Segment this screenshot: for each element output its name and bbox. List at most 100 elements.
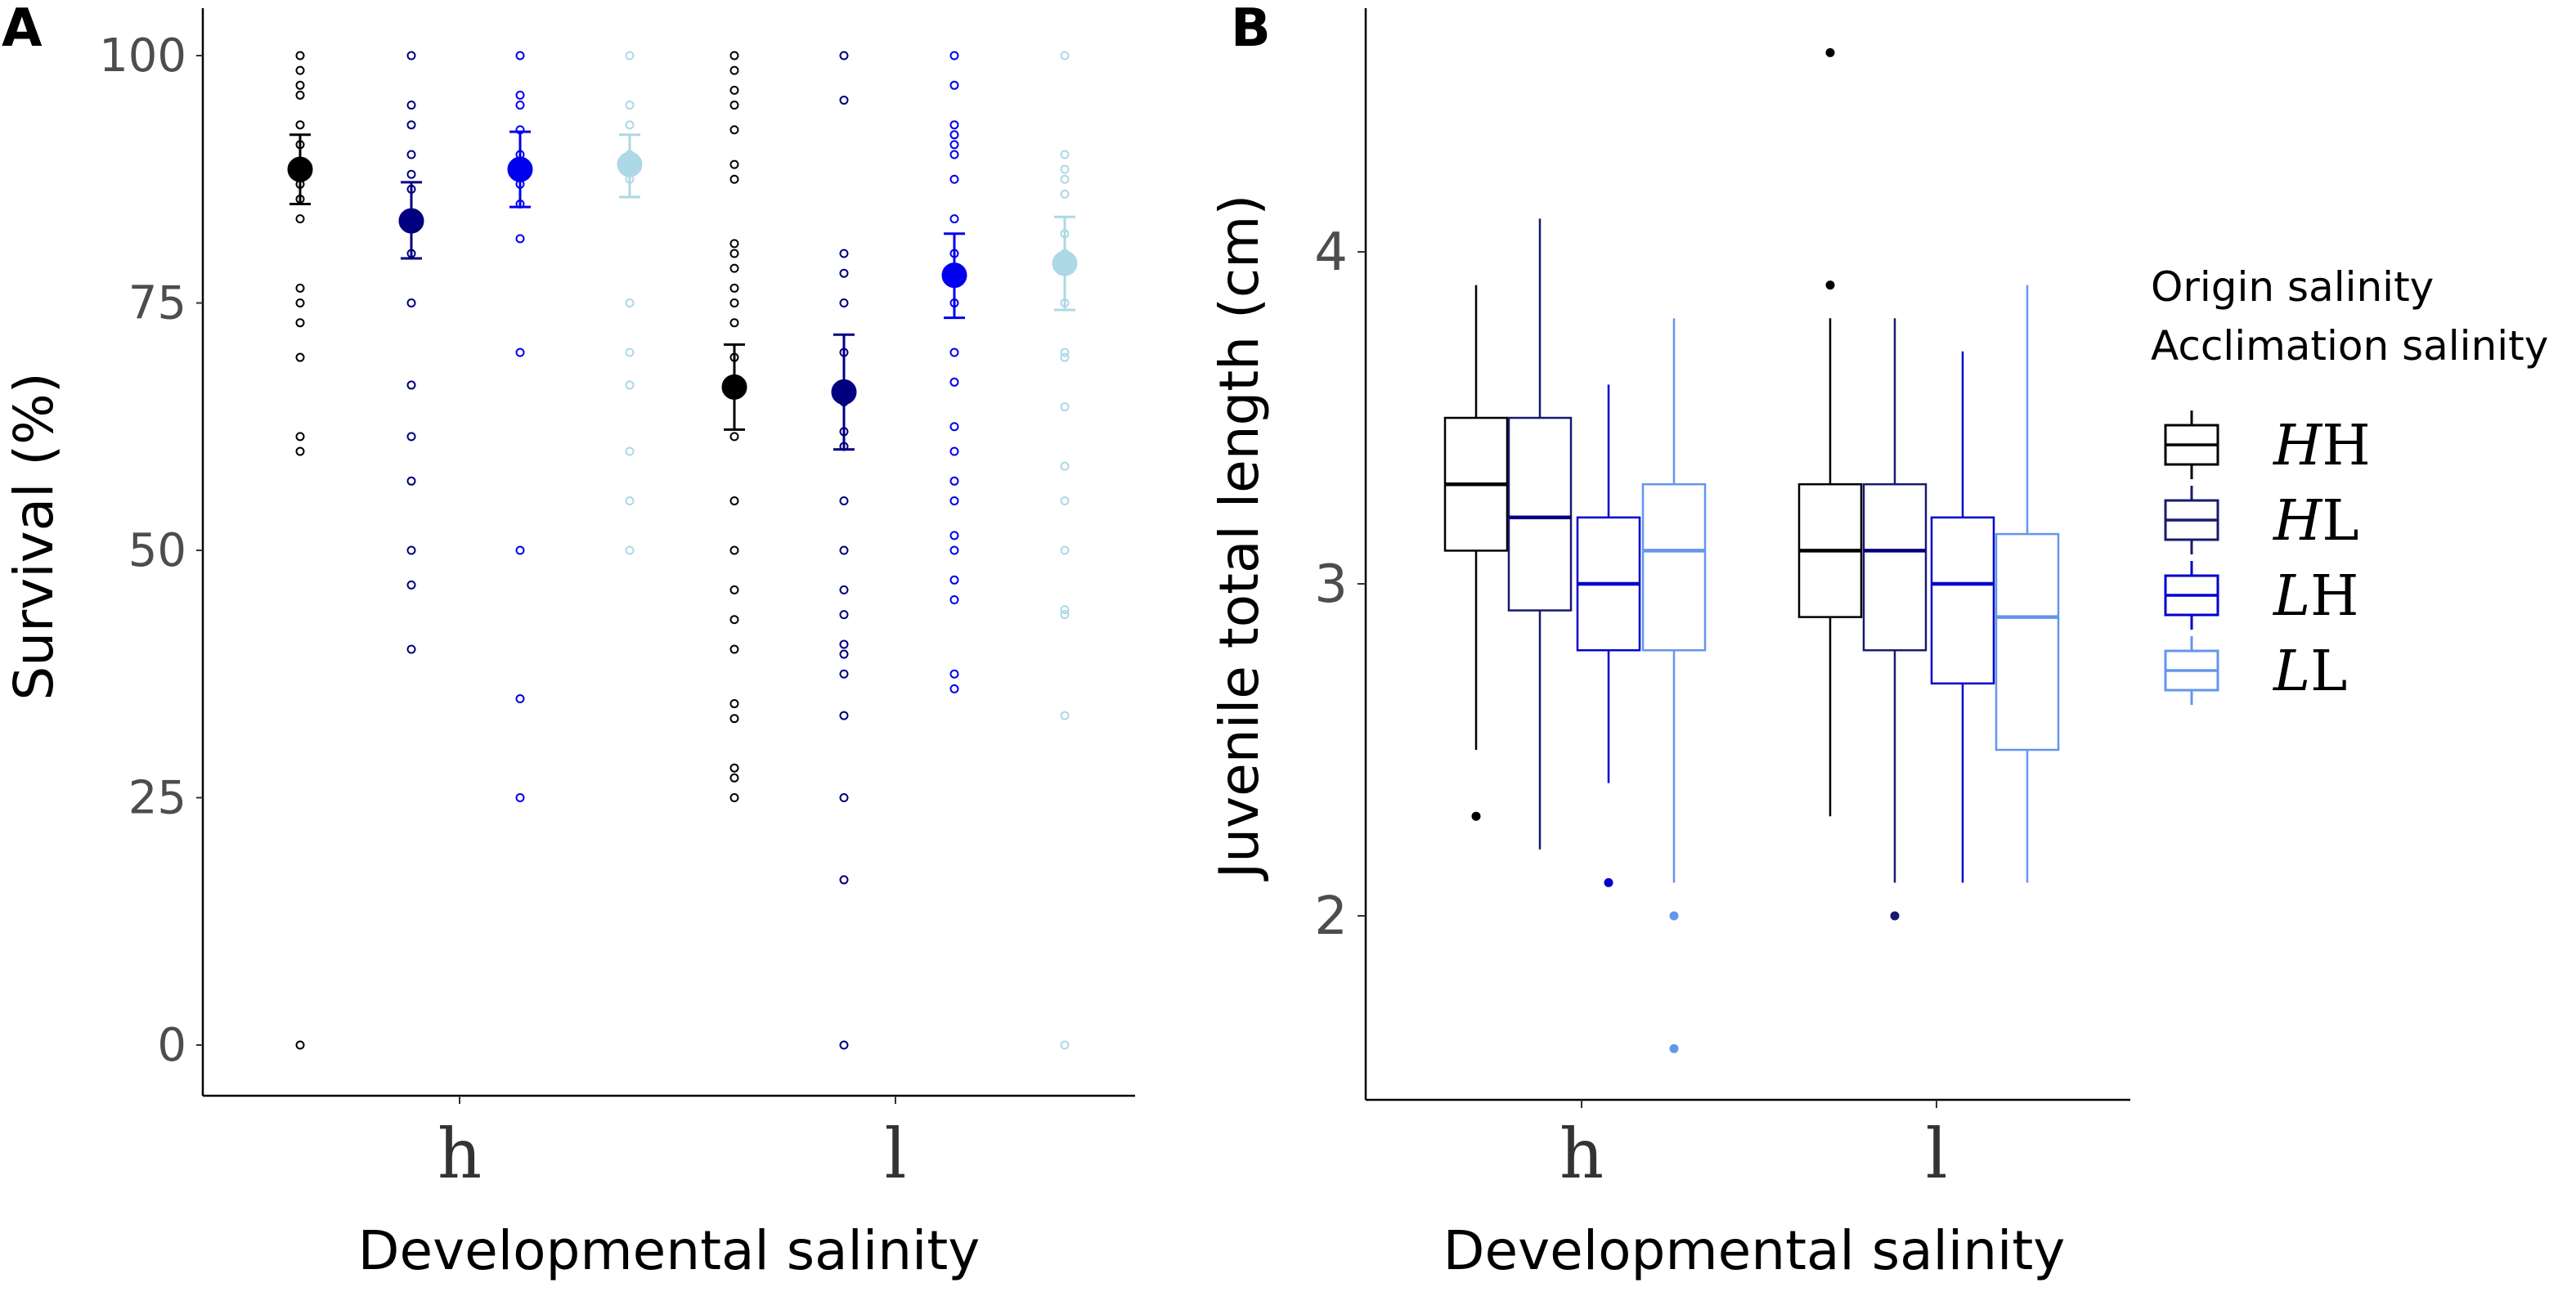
panel-b-x-axis-title: Developmental salinity	[1443, 1219, 2066, 1282]
panel-a-raw-point	[729, 159, 739, 169]
panel-a-raw-point	[515, 793, 525, 802]
panel-a-raw-point	[625, 101, 635, 110]
panel-a-raw-point	[949, 531, 959, 541]
panel-a-raw-point	[839, 1040, 849, 1050]
panel-a-raw-point	[839, 610, 849, 620]
panel-b-outlier-point	[1825, 280, 1835, 290]
panel-a-raw-point	[839, 649, 849, 659]
panel-a-raw-point	[729, 174, 739, 184]
panel-a-mean-point	[721, 374, 747, 400]
panel-a-raw-point	[729, 298, 739, 307]
legend-key-hl	[2164, 486, 2219, 554]
panel-a-raw-point	[729, 283, 739, 293]
panel-a-raw-point	[839, 95, 849, 105]
legend-label-ll: LL	[2272, 639, 2347, 704]
panel-a-raw-point	[1060, 545, 1070, 555]
panel-a-x-category-h: h	[438, 1114, 482, 1194]
panel-b-box-rect	[1507, 416, 1573, 612]
panel-a-x-axis-title: Developmental salinity	[358, 1219, 981, 1282]
panel-a-raw-point	[515, 545, 525, 555]
legend-label-hl: HL	[2272, 489, 2358, 554]
panel-a-raw-point	[515, 51, 525, 61]
panel-a-raw-point	[949, 214, 959, 224]
panel-b-label: B	[1231, 0, 1271, 59]
panel-a-raw-point	[295, 283, 305, 293]
panel-a-raw-point	[1060, 348, 1070, 357]
panel-a-raw-point	[1060, 496, 1070, 505]
panel-b-y-tick-label: 4	[1314, 222, 1348, 283]
panel-b-box	[1995, 285, 2060, 883]
panel-b-box-rect	[1862, 482, 1928, 652]
panel-a-raw-point	[949, 575, 959, 585]
panel-b-y-tick-label: 2	[1314, 886, 1348, 947]
panel-b-y-tick-label: 3	[1314, 554, 1348, 615]
panel-a-raw-point	[949, 80, 959, 90]
panel-a-raw-point	[406, 101, 416, 110]
panel-a-raw-point	[515, 694, 525, 703]
panel-a-raw-point	[729, 263, 739, 273]
panel-a-mean-point	[831, 379, 857, 405]
panel-a-raw-point	[839, 545, 849, 555]
panel-a-raw-point	[729, 51, 739, 61]
panel-a-raw-point	[625, 51, 635, 61]
legend-title-acclimation: Acclimation salinity	[2151, 322, 2548, 370]
panel-a-mean-point	[941, 262, 967, 289]
panel-a-raw-point	[729, 249, 739, 258]
panel-a-raw-point	[839, 268, 849, 278]
panel-b: B 2 3 4 h l Developmental salinity Juvenil…	[1208, 0, 2548, 1282]
panel-a-raw-point	[406, 476, 416, 486]
legend-label-hh: HH	[2272, 414, 2371, 478]
panel-a-raw-point	[839, 711, 849, 720]
panel-b-outlier-point	[1471, 811, 1481, 821]
panel-a-raw-point	[295, 432, 305, 442]
panel-a-raw-point	[625, 446, 635, 456]
panel-a-y-tick-label: 25	[128, 772, 186, 825]
panel-a-raw-point	[729, 644, 739, 654]
panel-a-raw-point	[625, 298, 635, 307]
panel-b-box	[1443, 285, 1509, 821]
panel-a-raw-point	[839, 875, 849, 885]
panel-a-raw-point	[295, 318, 305, 328]
panel-a-raw-point	[1060, 51, 1070, 61]
panel-a-raw-point	[406, 298, 416, 307]
panel-a-raw-point	[295, 446, 305, 456]
panel-b-box	[1576, 384, 1641, 887]
panel-a-raw-point	[515, 101, 525, 110]
panel-a-raw-point	[625, 545, 635, 555]
panel-b-outlier-point	[1890, 911, 1900, 921]
panel-a-mean-point	[1052, 250, 1078, 276]
panel-a-raw-point	[729, 585, 739, 594]
panel-a-raw-point	[729, 545, 739, 555]
panel-a-y-axis-title: Survival (%)	[2, 372, 65, 700]
panel-a-raw-point	[1060, 1040, 1070, 1050]
panel-a-raw-point	[1060, 174, 1070, 184]
panel-a-raw-point	[295, 298, 305, 307]
panel-b-box	[1930, 351, 1995, 883]
panel-a-raw-point	[295, 352, 305, 362]
panel-a-raw-point	[729, 101, 739, 110]
panel-b-y-axis-title: Juvenile total length (cm)	[1208, 195, 1271, 882]
panel-a-mean-point	[287, 156, 313, 182]
panel-a-raw-point	[406, 580, 416, 590]
panel-a-raw-point	[295, 65, 305, 75]
panel-a-raw-point	[729, 65, 739, 75]
legend-label-lh: LH	[2272, 564, 2358, 629]
panel-a-raw-point	[949, 174, 959, 184]
panel-b-box	[1862, 318, 1928, 921]
panel-a-raw-point	[515, 348, 525, 357]
panel-a-raw-point	[295, 1040, 305, 1050]
panel-b-outlier-point	[1669, 1043, 1679, 1053]
panel-a-raw-point	[729, 318, 739, 328]
panel-a-raw-point	[949, 669, 959, 679]
panel-a-raw-point	[1060, 164, 1070, 174]
panel-b-outlier-point	[1604, 877, 1613, 887]
panel-a-raw-point	[949, 496, 959, 505]
panel-a-raw-point	[949, 545, 959, 555]
panel-a-raw-point	[949, 684, 959, 693]
panel-a-raw-point	[839, 669, 849, 679]
panel-b-box	[1797, 47, 1863, 817]
panel-a-raw-point	[1060, 605, 1070, 615]
legend-key-ll	[2164, 636, 2219, 705]
panel-a-raw-point	[729, 763, 739, 773]
